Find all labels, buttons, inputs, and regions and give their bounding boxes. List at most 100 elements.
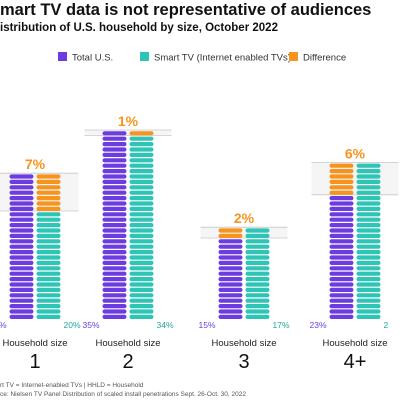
bar-smart-3-unit xyxy=(245,228,270,233)
bar-smart-3-unit xyxy=(245,255,270,260)
bar-total-1-unit xyxy=(9,244,34,249)
bar-smart-3-unit xyxy=(245,277,270,282)
bar-total-4-unit xyxy=(329,201,354,206)
bar-total-3-unit xyxy=(218,266,243,271)
bar-smart-2-unit xyxy=(129,239,154,244)
bar-smart-4-unit xyxy=(356,244,381,249)
bar-total-4-unit xyxy=(329,217,354,222)
bar-total-2-unit xyxy=(102,309,127,314)
bar-total-1-unit xyxy=(9,201,34,206)
bar-total-4-unit xyxy=(329,206,354,211)
bar-total-2-unit xyxy=(102,136,127,141)
footnote-source: ce: Nielsen TV Panel Distribution of sca… xyxy=(0,391,246,398)
bar-total-4-unit xyxy=(329,212,354,217)
bar-total-2-unit xyxy=(102,169,127,174)
bar-smart-2-unit xyxy=(129,185,154,190)
bar-total-3-unit xyxy=(218,304,243,309)
bar-total-1-unit xyxy=(9,206,34,211)
bar-smart-2-unit xyxy=(129,244,154,249)
bar-smart-2-unit xyxy=(129,228,154,233)
bar-total-3-unit xyxy=(218,239,243,244)
legend-smart-tv-swatch xyxy=(140,52,149,61)
bar-smart-1-unit xyxy=(36,298,61,303)
bar-total-4-unit xyxy=(329,190,354,195)
difference-band-4 xyxy=(311,162,399,195)
bar-total-4-unit xyxy=(329,298,354,303)
bar-total-2-unit xyxy=(102,152,127,157)
bar-total-2-unit xyxy=(102,147,127,152)
bar-total-1-unit xyxy=(9,314,34,319)
bar-smart-4-unit xyxy=(356,282,381,287)
value-label-total-1: % xyxy=(0,320,7,330)
legend-total-swatch xyxy=(58,52,67,61)
footnote-definitions: rt TV = Internet-enabled TVs | HHLD = Ho… xyxy=(0,382,144,389)
bar-smart-3-unit xyxy=(245,298,270,303)
bar-total-2-unit xyxy=(102,190,127,195)
bar-smart-1-unit xyxy=(36,314,61,319)
bar-smart-4-unit xyxy=(356,304,381,309)
bar-smart-3-unit xyxy=(245,271,270,276)
bar-smart-3-unit xyxy=(245,260,270,265)
bar-total-3-unit xyxy=(218,277,243,282)
bar-total-3-unit xyxy=(218,255,243,260)
group-2: 1% 35% 34% Household size 2 xyxy=(82,113,173,373)
bar-total-2-unit xyxy=(102,239,127,244)
bar-smart-2-unit xyxy=(129,142,154,147)
legend-difference-swatch xyxy=(289,52,298,61)
bar-smart-4-unit xyxy=(356,293,381,298)
legend-difference: Difference xyxy=(289,52,346,64)
bar-smart-4-unit xyxy=(356,196,381,201)
bar-total-3-unit xyxy=(218,233,243,238)
bar-smart-2-unit xyxy=(129,282,154,287)
bar-smart-4-unit xyxy=(356,277,381,282)
bar-smart-4-unit xyxy=(356,174,381,179)
bar-total-2-unit xyxy=(102,277,127,282)
legend-total: Total U.S. xyxy=(58,52,113,64)
bar-smart-3-unit xyxy=(245,266,270,271)
bar-smart-2-unit xyxy=(129,212,154,217)
bar-smart-2-unit xyxy=(129,179,154,184)
category-caption-3: Household size xyxy=(212,338,277,349)
legend-difference-label: Difference xyxy=(303,53,346,64)
bar-smart-1-unit xyxy=(36,239,61,244)
bar-total-2-unit xyxy=(102,298,127,303)
bar-smart-4-unit xyxy=(356,179,381,184)
bar-smart-2-unit xyxy=(129,152,154,157)
bar-total-4-unit xyxy=(329,233,354,238)
bar-smart-1-unit xyxy=(36,282,61,287)
bar-total-1-unit xyxy=(9,190,34,195)
bar-smart-2-unit xyxy=(129,293,154,298)
bar-smart-1-unit xyxy=(36,287,61,292)
bar-smart-4-unit xyxy=(356,239,381,244)
bar-smart-1-unit xyxy=(36,196,61,201)
difference-label-1: 7% xyxy=(25,156,46,172)
bar-smart-2-unit xyxy=(129,314,154,319)
chart-subtitle: istribution of U.S. household by size, O… xyxy=(0,22,278,34)
bar-total-2-unit xyxy=(102,206,127,211)
bar-total-1-unit xyxy=(9,309,34,314)
bar-total-3-unit xyxy=(218,287,243,292)
bar-smart-2-unit xyxy=(129,174,154,179)
bar-smart-1-unit xyxy=(36,228,61,233)
bar-smart-1-unit xyxy=(36,206,61,211)
bar-smart-1-unit xyxy=(36,293,61,298)
bar-total-3-unit xyxy=(218,298,243,303)
bar-total-2 xyxy=(102,131,127,319)
category-label-4: 4+ xyxy=(344,351,367,373)
bar-total-2-unit xyxy=(102,174,127,179)
bar-total-2-unit xyxy=(102,163,127,168)
bar-total-3-unit xyxy=(218,293,243,298)
value-label-total-4: 23% xyxy=(309,320,326,330)
bar-smart-2-unit xyxy=(129,147,154,152)
bar-smart-4-unit xyxy=(356,223,381,228)
value-label-smart-3: 17% xyxy=(273,320,290,330)
bar-smart-1-unit xyxy=(36,277,61,282)
bar-smart-1-unit xyxy=(36,244,61,249)
bar-total-1-unit xyxy=(9,196,34,201)
bar-smart-4-unit xyxy=(356,163,381,168)
bar-smart-3-unit xyxy=(245,239,270,244)
bar-total-1-unit xyxy=(9,228,34,233)
bar-smart-2-unit xyxy=(129,217,154,222)
bar-total-4-unit xyxy=(329,266,354,271)
bar-smart-2-unit xyxy=(129,287,154,292)
